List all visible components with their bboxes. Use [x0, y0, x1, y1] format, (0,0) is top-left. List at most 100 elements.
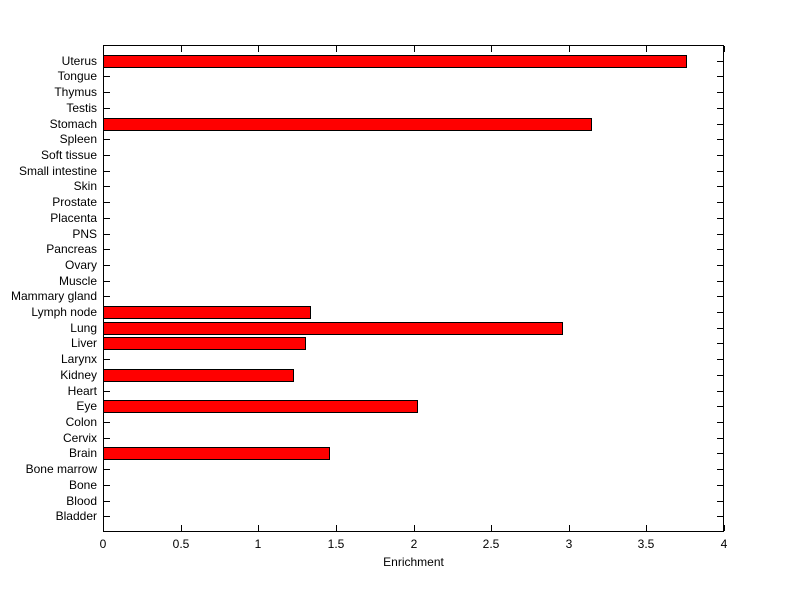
x-tick-top: [646, 46, 647, 52]
bar-uterus: [103, 55, 687, 68]
x-tick-label-0-5: 0.5: [172, 537, 190, 551]
y-tick-left: [104, 438, 110, 439]
x-tick-top: [103, 46, 104, 52]
y-tick-right: [717, 202, 723, 203]
y-tick-left: [104, 422, 110, 423]
y-axis-label-kidney: Kidney: [60, 368, 97, 382]
y-tick-left: [104, 296, 110, 297]
y-tick-left: [104, 265, 110, 266]
y-axis-label-pancreas: Pancreas: [46, 242, 97, 256]
x-tick-bottom: [103, 525, 104, 531]
y-axis-label-tongue: Tongue: [57, 69, 97, 83]
x-tick-bottom: [414, 525, 415, 531]
x-axis-title: Enrichment: [383, 555, 444, 569]
y-tick-left: [104, 234, 110, 235]
y-axis-label-lymph-node: Lymph node: [31, 305, 97, 319]
y-axis-label-ovary: Ovary: [64, 258, 97, 272]
y-tick-right: [717, 281, 723, 282]
y-tick-right: [717, 422, 723, 423]
x-tick-bottom: [646, 525, 647, 531]
x-tick-label-1-5: 1.5: [327, 537, 345, 551]
y-axis-label-bone: Bone: [68, 478, 97, 492]
bar-stomach: [103, 118, 592, 131]
x-tick-label-1: 1: [254, 537, 262, 551]
y-tick-left: [104, 76, 110, 77]
y-axis-label-colon: Colon: [65, 415, 97, 429]
y-axis-label-uterus: Uterus: [61, 54, 97, 68]
y-axis-label-heart: Heart: [67, 384, 97, 398]
y-tick-right: [717, 155, 723, 156]
y-axis-label-testis: Testis: [66, 101, 97, 115]
y-tick-left: [104, 92, 110, 93]
y-tick-right: [717, 171, 723, 172]
x-tick-label-3-5: 3.5: [637, 537, 655, 551]
x-tick-top: [336, 46, 337, 52]
y-tick-right: [717, 343, 723, 344]
y-tick-left: [104, 249, 110, 250]
y-tick-right: [717, 108, 723, 109]
bar-brain: [103, 447, 330, 460]
y-axis-label-soft-tissue: Soft tissue: [40, 148, 97, 162]
y-tick-right: [717, 312, 723, 313]
x-tick-top: [181, 46, 182, 52]
y-axis-label-muscle: Muscle: [58, 274, 97, 288]
x-tick-bottom: [569, 525, 570, 531]
x-tick-top: [569, 46, 570, 52]
y-tick-right: [717, 234, 723, 235]
y-tick-right: [717, 516, 723, 517]
x-tick-bottom: [181, 525, 182, 531]
y-tick-right: [717, 406, 723, 407]
y-axis-label-prostate: Prostate: [52, 195, 97, 209]
y-axis-label-mammary-gland: Mammary gland: [10, 289, 97, 303]
y-tick-left: [104, 186, 110, 187]
y-tick-left: [104, 139, 110, 140]
bar-eye: [103, 400, 418, 413]
y-tick-right: [717, 186, 723, 187]
y-tick-right: [717, 359, 723, 360]
bar-lymph-node: [103, 306, 311, 319]
y-tick-left: [104, 171, 110, 172]
y-tick-left: [104, 155, 110, 156]
y-tick-right: [717, 249, 723, 250]
y-axis-label-stomach: Stomach: [49, 117, 97, 131]
y-tick-right: [717, 453, 723, 454]
y-axis-label-liver: Liver: [70, 336, 97, 350]
bar-kidney: [103, 369, 294, 382]
x-tick-top: [724, 46, 725, 52]
y-tick-right: [717, 485, 723, 486]
x-tick-label-2: 2: [410, 537, 418, 551]
y-axis-label-blood: Blood: [66, 494, 97, 508]
y-tick-left: [104, 485, 110, 486]
y-tick-left: [104, 501, 110, 502]
y-axis-label-larynx: Larynx: [60, 352, 97, 366]
y-tick-left: [104, 281, 110, 282]
y-tick-right: [717, 92, 723, 93]
y-axis-label-brain: Brain: [68, 446, 97, 460]
y-axis-label-bladder: Bladder: [55, 509, 97, 523]
y-axis-label-lung: Lung: [70, 321, 97, 335]
x-tick-label-3: 3: [565, 537, 573, 551]
y-tick-right: [717, 265, 723, 266]
y-axis-label-eye: Eye: [76, 399, 97, 413]
y-tick-right: [717, 218, 723, 219]
y-tick-left: [104, 516, 110, 517]
y-tick-right: [717, 296, 723, 297]
x-tick-label-4: 4: [720, 537, 728, 551]
y-tick-left: [104, 202, 110, 203]
y-axis-label-small-intestine: Small intestine: [18, 164, 97, 178]
y-axis-label-bone-marrow: Bone marrow: [25, 462, 97, 476]
y-axis-label-skin: Skin: [73, 179, 97, 193]
y-axis-label-placenta: Placenta: [50, 211, 97, 225]
y-tick-left: [104, 359, 110, 360]
x-tick-bottom: [724, 525, 725, 531]
y-axis-label-spleen: Spleen: [59, 132, 97, 146]
x-tick-label-0: 0: [99, 537, 107, 551]
x-tick-top: [258, 46, 259, 52]
y-axis-label-cervix: Cervix: [62, 431, 97, 445]
y-tick-right: [717, 469, 723, 470]
y-tick-right: [717, 139, 723, 140]
y-tick-left: [104, 108, 110, 109]
y-tick-right: [717, 76, 723, 77]
x-tick-label-2-5: 2.5: [482, 537, 500, 551]
y-tick-right: [717, 391, 723, 392]
